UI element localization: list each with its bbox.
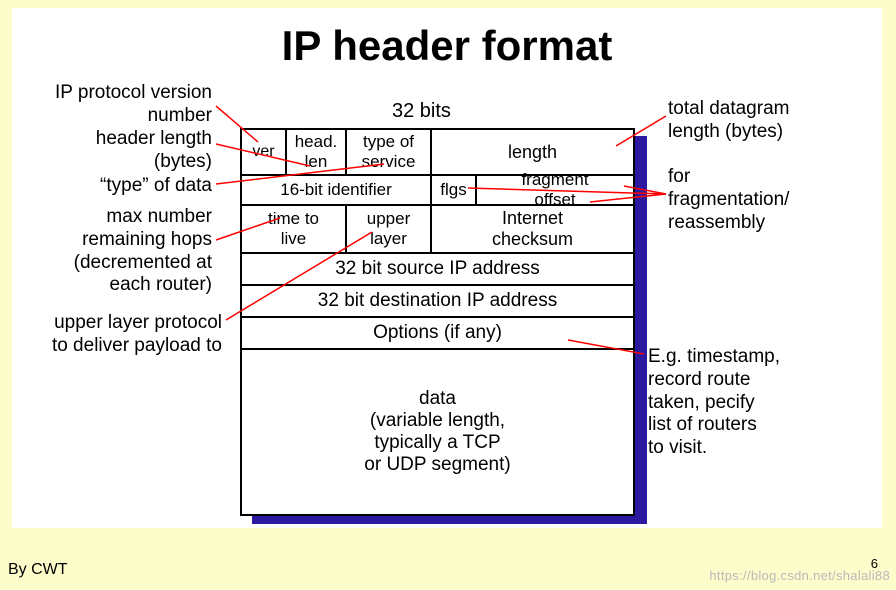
table-row: ver head.len type ofservice length	[242, 130, 633, 176]
ann-hlen: header length(bytes)	[52, 128, 212, 174]
ann-ver: IP protocol versionnumber	[16, 82, 212, 128]
cell-len: length	[432, 130, 633, 174]
cell-ul: upperlayer	[347, 206, 432, 252]
cell-data: data(variable length,typically a TCPor U…	[242, 350, 633, 514]
cell-frag: fragmentoffset	[477, 176, 633, 204]
cell-tos: type ofservice	[347, 130, 432, 174]
slide-title: IP header format	[12, 8, 882, 70]
cell-opt: Options (if any)	[242, 318, 633, 348]
ann-opt: E.g. timestamp,record routetaken, pecify…	[648, 346, 878, 460]
cell-src: 32 bit source IP address	[242, 254, 633, 284]
table-row: Options (if any)	[242, 318, 633, 350]
table-row: 32 bit destination IP address	[242, 286, 633, 318]
table-row: 16-bit identifier flgs fragmentoffset	[242, 176, 633, 206]
table-row: time tolive upperlayer Internetchecksum	[242, 206, 633, 254]
ip-header-table: ver head.len type ofservice length 16-bi…	[240, 128, 635, 516]
slide-canvas: IP header format 32 bits ver head.len ty…	[12, 8, 882, 528]
cell-ttl: time tolive	[242, 206, 347, 252]
footer-by: By CWT	[8, 561, 68, 579]
cell-ver: ver	[242, 130, 287, 174]
ann-tos: “type” of data	[16, 175, 212, 198]
watermark: https://blog.csdn.net/shalali88	[709, 568, 890, 583]
cell-hlen: head.len	[287, 130, 347, 174]
ann-ttl: max numberremaining hops(decremented ate…	[32, 206, 212, 297]
cell-flgs: flgs	[432, 176, 477, 204]
table-row: 32 bit source IP address	[242, 254, 633, 286]
table-row: data(variable length,typically a TCPor U…	[242, 350, 633, 514]
cell-id: 16-bit identifier	[242, 176, 432, 204]
ann-len: total datagramlength (bytes)	[668, 98, 878, 144]
cell-dst: 32 bit destination IP address	[242, 286, 633, 316]
ann-frag: forfragmentation/reassembly	[668, 166, 878, 234]
cell-chk: Internetchecksum	[432, 206, 633, 252]
bits-label: 32 bits	[392, 100, 451, 123]
ann-upper: upper layer protocolto deliver payload t…	[10, 312, 222, 358]
